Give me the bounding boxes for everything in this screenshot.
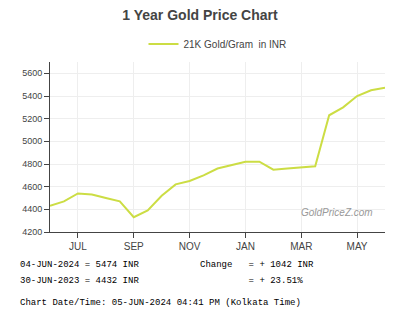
svg-text:5400: 5400 bbox=[22, 91, 42, 101]
svg-text:JUL: JUL bbox=[69, 241, 87, 252]
svg-text:21K Gold/Gram in INR: 21K Gold/Gram in INR bbox=[184, 39, 287, 50]
svg-text:30-JUN-2023 = 4432 INR: 30-JUN-2023 = 4432 INR bbox=[20, 276, 139, 286]
svg-text:GoldPriceZ.com: GoldPriceZ.com bbox=[301, 207, 373, 218]
svg-text:= + 23.51%: = + 23.51% bbox=[200, 276, 303, 286]
svg-text:5200: 5200 bbox=[22, 114, 42, 124]
svg-text:1 Year Gold Price Chart: 1 Year Gold Price Chart bbox=[122, 7, 278, 23]
svg-text:5000: 5000 bbox=[22, 136, 42, 146]
svg-text:MAR: MAR bbox=[290, 241, 312, 252]
svg-text:MAY: MAY bbox=[347, 241, 368, 252]
svg-text:NOV: NOV bbox=[179, 241, 201, 252]
svg-text:5600: 5600 bbox=[22, 68, 42, 78]
svg-text:4600: 4600 bbox=[22, 182, 42, 192]
svg-text:Chart Date/Time: 05-JUN-2024 0: Chart Date/Time: 05-JUN-2024 04:41 PM (K… bbox=[20, 298, 301, 308]
svg-text:JAN: JAN bbox=[236, 241, 255, 252]
svg-text:SEP: SEP bbox=[124, 241, 144, 252]
svg-text:Change = + 1042 INR: Change = + 1042 INR bbox=[200, 260, 314, 270]
svg-text:4800: 4800 bbox=[22, 159, 42, 169]
svg-text:04-JUN-2024 = 5474 INR: 04-JUN-2024 = 5474 INR bbox=[20, 260, 139, 270]
svg-text:4400: 4400 bbox=[22, 204, 42, 214]
svg-text:4200: 4200 bbox=[22, 227, 42, 237]
